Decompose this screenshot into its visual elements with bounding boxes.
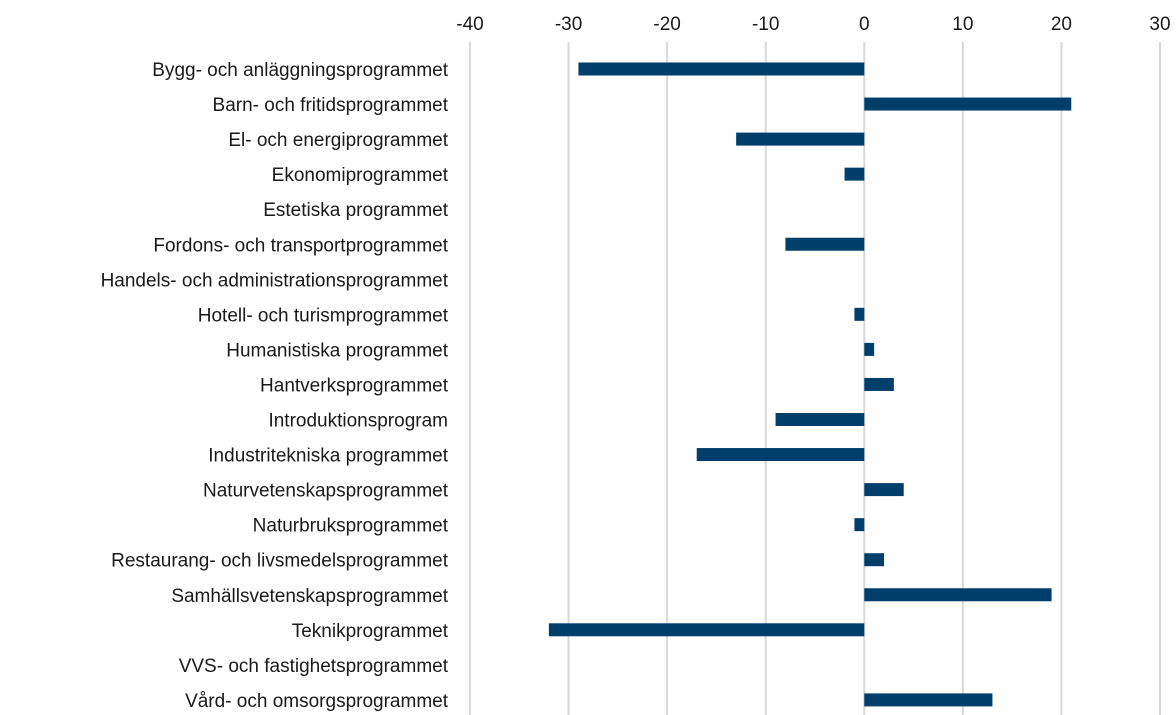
category-label: Naturbruksprogrammet [253,516,449,537]
category-label: VVS- och fastighetsprogrammet [179,656,449,677]
x-tick-label: 10 [952,14,973,35]
bar [864,553,884,567]
bar [548,623,865,637]
category-label: Hantverksprogrammet [260,375,449,396]
category-label: El- och energiprogrammet [228,130,448,151]
category-label: Ekonomiprogrammet [272,165,449,186]
x-tick-label: 20 [1051,14,1072,35]
x-tick-label: -10 [752,14,779,35]
bar [736,132,865,146]
bar [785,237,865,251]
category-label: Vård- och omsorgsprogrammet [185,691,449,712]
x-tick-label: 0 [859,14,870,35]
category-label: Fordons- och transportprogrammet [153,235,448,256]
category-label: Humanistiska programmet [226,340,448,361]
category-labels: Bygg- och anläggningsprogrammet Barn- och… [101,60,449,712]
bar [864,483,904,497]
bar [864,342,875,356]
category-label: Barn- och fritidsprogrammet [213,95,449,116]
bar [864,588,1052,602]
bar [864,97,1072,111]
x-tick-label: -30 [555,14,582,35]
x-tick-label: -20 [653,14,680,35]
category-label: Bygg- och anläggningsprogrammet [152,60,448,81]
category-label: Introduktionsprogram [268,411,448,432]
category-label: Hotell- och turismprogrammet [198,305,449,326]
x-tick-label: 30 [1149,14,1170,35]
bar [775,413,865,426]
category-label: Teknikprogrammet [292,621,449,642]
bar [578,62,865,76]
category-label: Handels- och administrationsprogrammet [101,270,449,291]
category-label: Samhällsvetenskapsprogrammet [171,586,448,607]
category-label: Naturvetenskapsprogrammet [203,481,449,502]
bar [864,693,993,707]
bar [854,307,865,321]
category-label: Industritekniska programmet [208,446,448,467]
bar [864,377,894,391]
bars [548,62,1072,707]
category-label: Estetiska programmet [263,200,449,221]
x-tick-label: -40 [456,14,483,35]
x-axis-tick-labels: -40 -30 -20 -10 0 10 20 30 [456,14,1170,35]
bar [854,518,865,532]
category-label: Restaurang- och livsmedelsprogrammet [111,551,449,572]
bar [696,448,865,462]
bar [844,167,865,181]
